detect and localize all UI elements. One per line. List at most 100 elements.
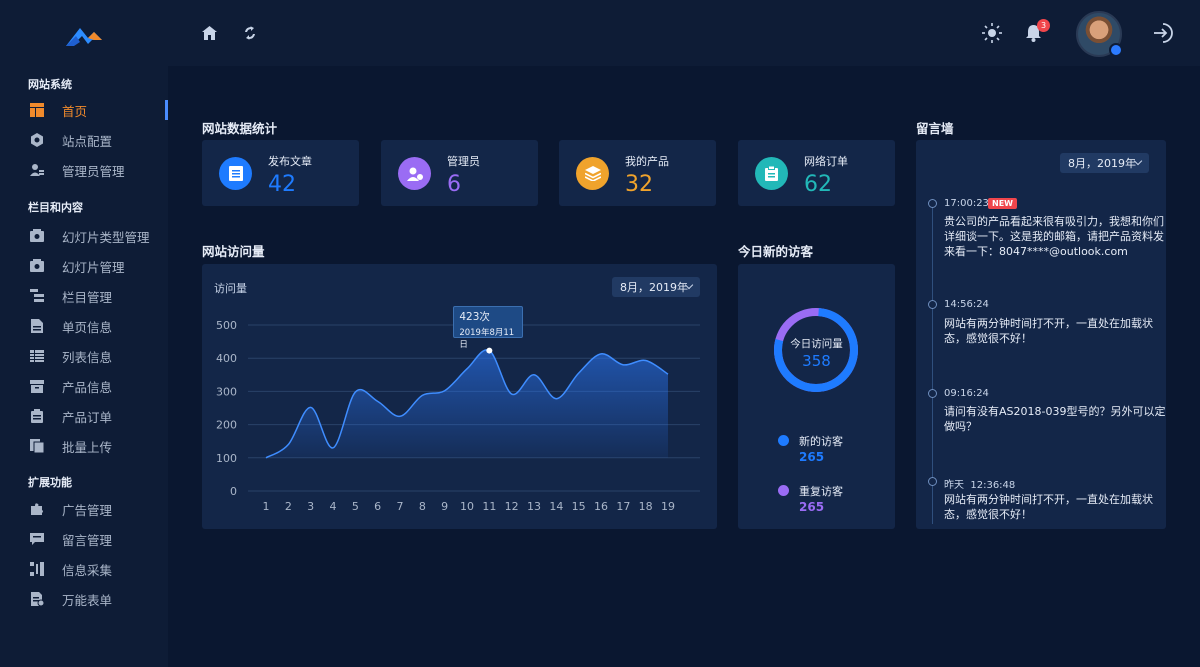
x-tick-label: 12 bbox=[505, 500, 519, 513]
message-line: 网站有两分钟时间打不开，一直处在加载状 bbox=[944, 493, 1153, 506]
message-text[interactable]: 贵公司的产品看起来很有吸引力，我想和你们 详细谈一下。这是我的邮箱，请把产品资料… bbox=[944, 214, 1164, 259]
layers-icon bbox=[576, 157, 609, 190]
sidebar-item-product[interactable]: 产品信息 bbox=[0, 372, 168, 400]
puzzle-ad-icon bbox=[30, 502, 44, 516]
sidebar-item-home[interactable]: 首页 bbox=[0, 96, 168, 124]
stat-label: 网络订单 bbox=[804, 155, 848, 168]
message-time: 17:00:23 bbox=[944, 198, 989, 209]
message-time: 昨天 12:36:48 bbox=[944, 480, 1016, 491]
stat-card-articles[interactable]: 发布文章 42 bbox=[202, 140, 359, 206]
legend-label-repeat: 重复访客 bbox=[799, 485, 843, 498]
layout-icon bbox=[30, 103, 44, 117]
visits-line bbox=[265, 349, 669, 459]
sidebar-item-label: 广告管理 bbox=[62, 502, 113, 518]
message-line: 网站有两分钟时间打不开，一直处在加载状 bbox=[944, 317, 1153, 330]
refresh-icon[interactable] bbox=[243, 26, 257, 40]
columns-tree-icon bbox=[30, 289, 44, 303]
article-icon bbox=[219, 157, 252, 190]
x-tick-label: 11 bbox=[482, 500, 496, 513]
sun-icon[interactable] bbox=[982, 23, 1002, 43]
x-tick-label: 14 bbox=[549, 500, 563, 513]
users-admin-icon bbox=[30, 163, 44, 177]
y-tick-label: 400 bbox=[216, 352, 237, 365]
sidebar-item-ads[interactable]: 广告管理 bbox=[0, 495, 168, 523]
y-tick-label: 100 bbox=[216, 452, 237, 465]
x-tick-label: 6 bbox=[374, 500, 381, 513]
stat-value: 42 bbox=[268, 172, 296, 197]
sidebar-item-label: 产品信息 bbox=[62, 379, 113, 395]
stat-value: 32 bbox=[625, 172, 653, 197]
highlight-point[interactable] bbox=[486, 347, 493, 354]
sidebar-item-label: 万能表单 bbox=[62, 592, 113, 608]
sidebar-item-label: 留言管理 bbox=[62, 532, 113, 548]
section-title-wall: 留言墙 bbox=[916, 121, 954, 136]
verified-badge-icon bbox=[1109, 43, 1123, 57]
message-line: 态，感觉很不好！ bbox=[944, 508, 1032, 521]
sidebar-item-label: 产品订单 bbox=[62, 409, 113, 425]
timeline-dot bbox=[928, 300, 937, 309]
x-tick-label: 5 bbox=[352, 500, 359, 513]
sidebar-item-columns[interactable]: 栏目管理 bbox=[0, 282, 168, 310]
section-title-visits: 网站访问量 bbox=[202, 244, 265, 259]
section-title-today: 今日新的访客 bbox=[738, 244, 814, 259]
message-text[interactable]: 网站有两分钟时间打不开，一直处在加载状 态，感觉很不好！ bbox=[944, 492, 1153, 522]
sidebar-item-slides[interactable]: 幻灯片管理 bbox=[0, 252, 168, 280]
stat-card-orders[interactable]: 网络订单 62 bbox=[738, 140, 895, 206]
x-tick-label: 18 bbox=[639, 500, 653, 513]
donut-center-value: 358 bbox=[802, 352, 831, 370]
timeline-line bbox=[932, 204, 933, 524]
sidebar-item-label: 管理员管理 bbox=[62, 163, 125, 179]
chart-ylabel: 访问量 bbox=[214, 282, 247, 295]
sidebar-item-forms[interactable]: 万能表单 bbox=[0, 585, 168, 613]
legend-dot-repeat bbox=[778, 485, 789, 496]
dropdown-value: 8月，2019年 bbox=[620, 281, 688, 294]
stat-value: 62 bbox=[804, 172, 832, 197]
sidebar-item-messages[interactable]: 留言管理 bbox=[0, 525, 168, 553]
sidebar-item-label: 列表信息 bbox=[62, 349, 113, 365]
x-tick-label: 4 bbox=[330, 500, 337, 513]
sidebar-item-label: 幻灯片管理 bbox=[62, 259, 125, 275]
nav-group-title: 扩展功能 bbox=[28, 476, 72, 489]
form-icon bbox=[30, 592, 45, 607]
sidebar-item-label: 信息采集 bbox=[62, 562, 113, 578]
message-time: 14:56:24 bbox=[944, 299, 989, 310]
donut-center-label: 今日访问量 bbox=[790, 338, 843, 350]
visits-month-dropdown[interactable]: 8月，2019年 bbox=[612, 277, 700, 297]
stat-label: 管理员 bbox=[447, 155, 480, 168]
today-visitors-card: 今日访问量 358 新的访客 265 重复访客 265 bbox=[738, 264, 895, 529]
sidebar-item-batch-upload[interactable]: 批量上传 bbox=[0, 432, 168, 460]
logout-icon[interactable] bbox=[1153, 23, 1173, 43]
sidebar-item-single-page[interactable]: 单页信息 bbox=[0, 312, 168, 340]
x-tick-label: 16 bbox=[594, 500, 608, 513]
message-text[interactable]: 网站有两分钟时间打不开，一直处在加载状 态，感觉很不好！ bbox=[944, 316, 1153, 346]
y-tick-label: 500 bbox=[216, 319, 237, 332]
stat-card-products[interactable]: 我的产品 32 bbox=[559, 140, 716, 206]
wall-month-dropdown[interactable]: 8月，2019年 bbox=[1060, 153, 1149, 173]
home-icon[interactable] bbox=[202, 26, 217, 40]
sidebar-item-label: 批量上传 bbox=[62, 439, 113, 455]
y-tick-label: 200 bbox=[216, 419, 237, 432]
sidebar-item-admin[interactable]: 管理员管理 bbox=[0, 156, 168, 184]
dropdown-value: 8月，2019年 bbox=[1068, 157, 1136, 170]
nav-group-title: 网站系统 bbox=[28, 78, 72, 91]
sidebar-item-collect[interactable]: 信息采集 bbox=[0, 555, 168, 583]
x-tick-label: 2 bbox=[285, 500, 292, 513]
new-tag: NEW bbox=[988, 198, 1017, 209]
page-icon bbox=[30, 319, 44, 333]
product-box-icon bbox=[30, 379, 44, 393]
legend-label-new: 新的访客 bbox=[799, 435, 843, 448]
x-tick-label: 19 bbox=[661, 500, 675, 513]
timeline-dot bbox=[928, 477, 937, 486]
topbar bbox=[168, 0, 1200, 66]
message-text[interactable]: 请问有没有AS2018-039型号的？另外可以定 做吗？ bbox=[944, 404, 1165, 434]
sidebar-item-slide-type[interactable]: 幻灯片类型管理 bbox=[0, 222, 168, 250]
stat-card-admins[interactable]: 管理员 6 bbox=[381, 140, 538, 206]
tooltip-value: 423次 bbox=[459, 310, 490, 323]
sidebar-item-list[interactable]: 列表信息 bbox=[0, 342, 168, 370]
hexagon-settings-icon bbox=[30, 133, 44, 147]
visitors-donut bbox=[774, 308, 858, 392]
sidebar-item-site-config[interactable]: 站点配置 bbox=[0, 126, 168, 154]
section-title-stats: 网站数据统计 bbox=[202, 121, 278, 136]
sidebar-item-orders[interactable]: 产品订单 bbox=[0, 402, 168, 430]
